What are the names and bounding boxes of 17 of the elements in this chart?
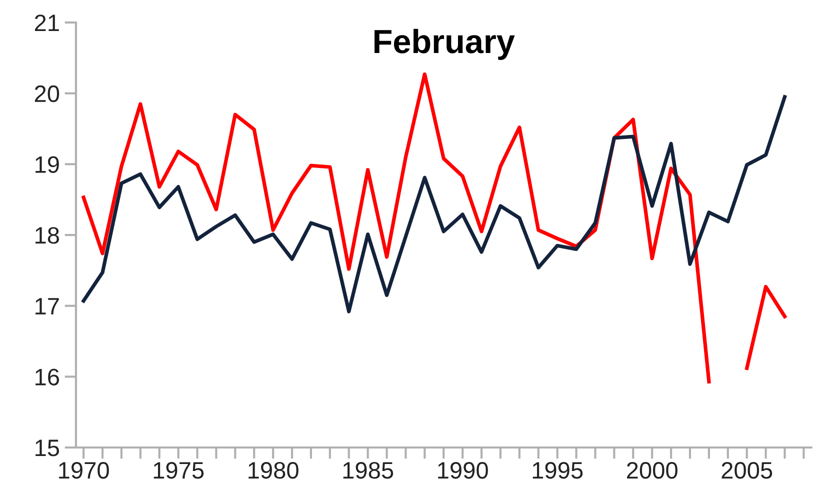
y-tick-label: 16 — [36, 368, 59, 386]
x-tick-label: 2000 — [627, 462, 678, 479]
y-tick-label: 21 — [34, 14, 59, 32]
chart-title: February — [374, 28, 515, 60]
y-tick-label: 18 — [36, 227, 59, 244]
x-tick-label: 1970 — [59, 462, 109, 479]
y-tick-label: 19 — [36, 156, 59, 173]
x-tick-label: 1995 — [532, 462, 583, 479]
x-tick-label: 1985 — [343, 462, 394, 479]
x-tick-label: 1980 — [248, 462, 298, 479]
y-tick-label: 15 — [36, 440, 60, 456]
x-tick-label: 1990 — [438, 462, 488, 479]
line-series — [82, 95, 787, 314]
y-tick-label: 20 — [34, 85, 60, 102]
x-tick-label: 1975 — [154, 462, 204, 479]
x-tick-label: 2005 — [722, 462, 772, 479]
y-tick-label: 17 — [36, 298, 59, 314]
